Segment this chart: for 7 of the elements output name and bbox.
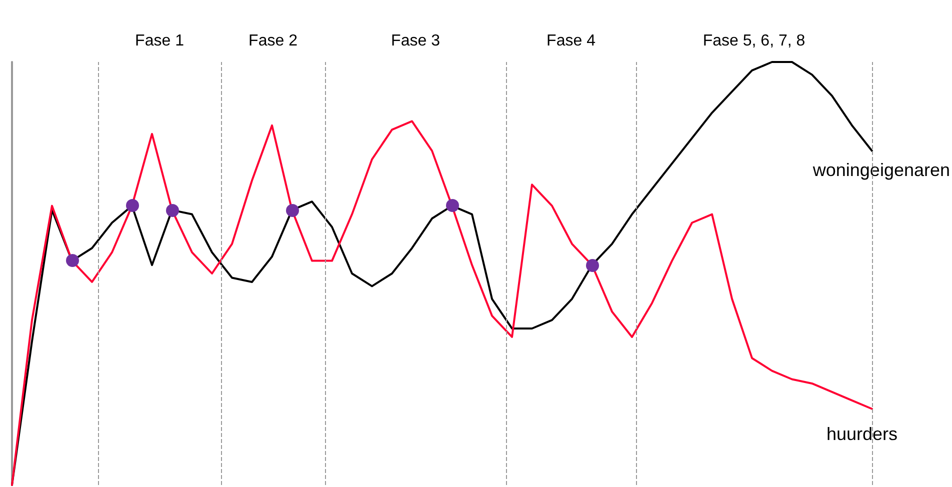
text: Fase 4 [546,32,596,50]
text: Fase 5, 6, 7, 8 [702,32,806,50]
text: Fase 3 [391,32,440,50]
series-label: woningeigenaren [812,160,950,180]
series-label: huurders [826,424,898,444]
text: Fase 1 [135,32,184,50]
text: Fase 2 [248,32,298,50]
